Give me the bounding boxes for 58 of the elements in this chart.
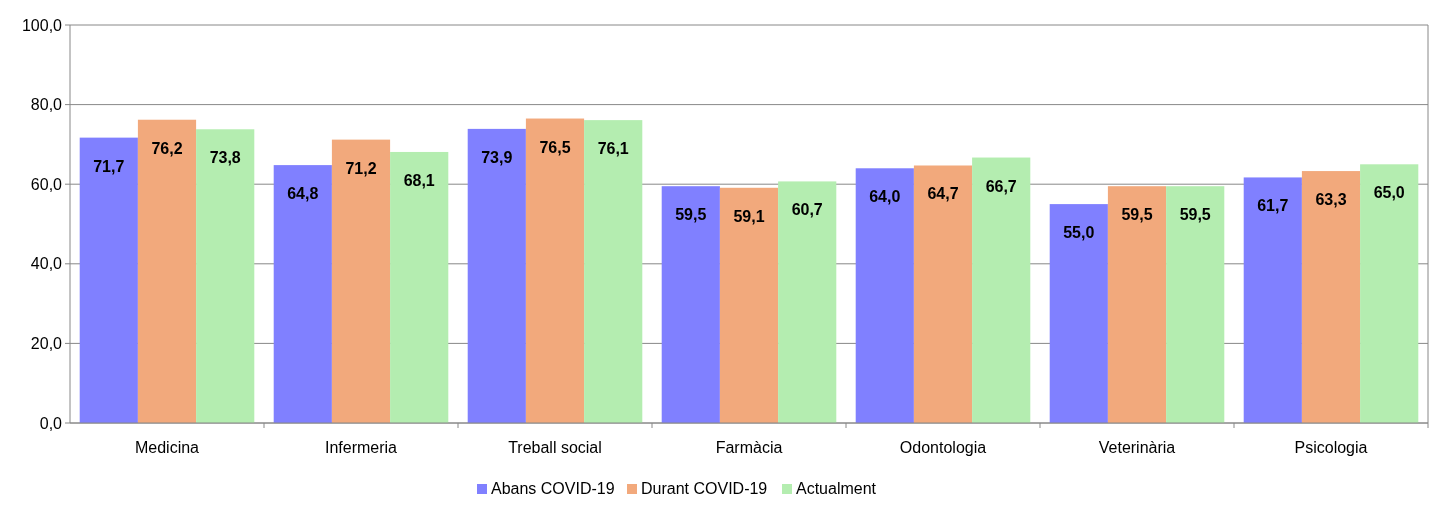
- legend-label: Durant COVID-19: [641, 480, 768, 497]
- bar: [467, 128, 526, 423]
- data-label: 65,0: [1373, 184, 1405, 202]
- x-tick-label: Treball social: [508, 439, 602, 456]
- y-tick-label: 20,0: [30, 335, 63, 352]
- data-label: 59,5: [1121, 206, 1153, 224]
- data-label: 60,7: [791, 201, 823, 219]
- data-label: 64,7: [927, 185, 959, 203]
- x-tick-label: Medicina: [134, 439, 200, 456]
- x-tick-label: Farmàcia: [715, 439, 783, 456]
- bar: [1243, 177, 1302, 423]
- bar: [1107, 186, 1167, 423]
- x-tick-label: Infermeria: [324, 439, 398, 456]
- x-tick-label: Veterinària: [1098, 439, 1176, 456]
- data-label: 64,0: [869, 188, 901, 206]
- bar: [273, 165, 332, 423]
- bar: [855, 168, 914, 423]
- bar: [1360, 164, 1419, 423]
- bar: [913, 165, 973, 423]
- bar: [1301, 171, 1361, 423]
- data-label: 66,7: [985, 177, 1017, 195]
- bar: [525, 118, 585, 423]
- y-tick-label: 100,0: [21, 16, 63, 34]
- bar: [137, 119, 197, 423]
- y-tick-label: 0,0: [39, 414, 63, 432]
- bar: [79, 137, 138, 423]
- y-tick-label: 40,0: [30, 255, 63, 273]
- x-tick-label: Odontologia: [899, 439, 987, 456]
- y-tick-label: 80,0: [30, 96, 63, 114]
- bar: [331, 139, 391, 423]
- data-label: 76,5: [539, 138, 571, 156]
- bar: [719, 187, 779, 423]
- data-label: 71,2: [345, 159, 377, 177]
- data-label: 59,1: [733, 207, 765, 225]
- bar: [661, 186, 720, 423]
- data-label: 64,8: [287, 185, 319, 203]
- legend-label: Abans COVID-19: [491, 480, 615, 497]
- data-label: 76,2: [151, 139, 183, 157]
- data-label: 59,5: [1179, 206, 1211, 224]
- bar: [972, 157, 1031, 423]
- data-label: 68,1: [403, 171, 435, 189]
- data-label: 59,5: [675, 206, 707, 224]
- bar: [196, 129, 255, 423]
- data-label: 71,7: [93, 157, 125, 175]
- legend-label: Actualment: [796, 480, 877, 497]
- data-label: 76,1: [597, 140, 629, 158]
- bar: [1049, 204, 1108, 423]
- bar: [778, 181, 837, 423]
- y-tick-label: 60,0: [30, 175, 63, 193]
- data-label: 55,0: [1063, 224, 1095, 242]
- data-label: 63,3: [1315, 191, 1347, 209]
- bar: [390, 151, 449, 423]
- x-tick-label: Psicologia: [1294, 439, 1368, 456]
- data-label: 61,7: [1257, 197, 1289, 215]
- bar: [584, 120, 643, 423]
- bar: [1166, 186, 1225, 423]
- data-label: 73,8: [209, 149, 241, 167]
- data-label: 73,9: [481, 148, 513, 166]
